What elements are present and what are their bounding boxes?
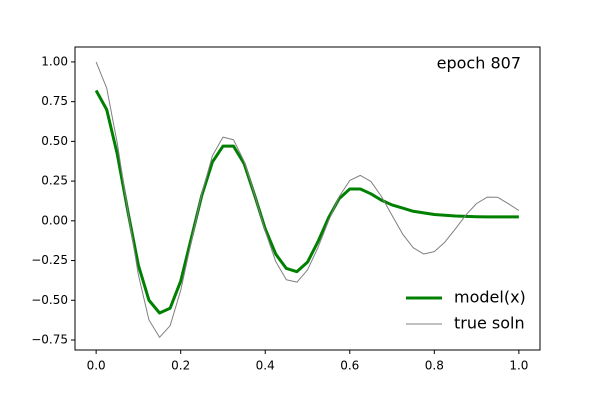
x-tick-label: 0.0 [87, 359, 106, 373]
y-tick-label: 0.00 [41, 213, 68, 227]
x-tick-label: 0.8 [425, 359, 444, 373]
y-tick-label: −0.50 [31, 293, 68, 307]
legend-label: true soln [454, 314, 525, 333]
series-line [95, 61, 520, 338]
y-tick-label: −0.75 [31, 332, 68, 346]
legend-label: model(x) [454, 288, 526, 307]
x-tick-label: 0.6 [340, 359, 359, 373]
y-tick-label: 1.00 [41, 54, 68, 68]
series-line [94, 89, 519, 315]
x-tick-label: 0.4 [256, 359, 275, 373]
x-tick-label: 1.0 [509, 359, 528, 373]
annotation: epoch 807 [437, 54, 521, 73]
y-tick-label: 0.75 [41, 94, 68, 108]
plot-frame [74, 46, 541, 351]
y-tick-label: 0.25 [41, 174, 68, 188]
y-tick-label: 0.50 [41, 134, 68, 148]
x-tick-label: 0.2 [171, 359, 190, 373]
y-tick-label: −0.25 [31, 253, 68, 267]
